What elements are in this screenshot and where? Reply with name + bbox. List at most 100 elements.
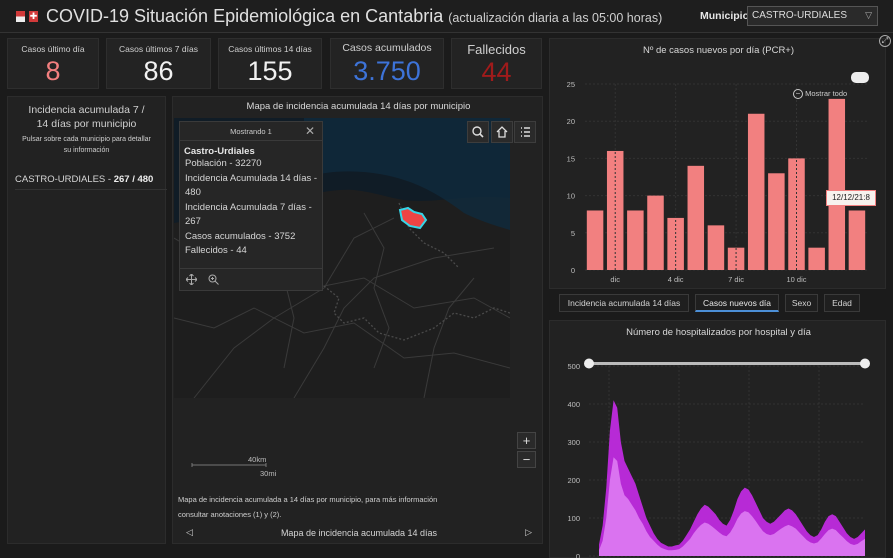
kpi-label: Casos últimos 14 días [228, 44, 312, 54]
chevron-down-icon: ▽ [865, 10, 872, 20]
cases-bar[interactable] [667, 217, 684, 270]
cases-bar[interactable] [828, 98, 846, 270]
cases-bar[interactable] [687, 165, 705, 270]
zoom-out-icon: − [793, 89, 803, 99]
cases-bar[interactable] [627, 210, 644, 270]
expand-icon[interactable]: ⤢ [879, 35, 891, 47]
kpi-label: Casos último día [21, 44, 85, 54]
cases-bar[interactable] [747, 113, 765, 270]
municipio-select[interactable]: CASTRO-URDIALES ▽ [747, 6, 878, 26]
tab-2[interactable]: Sexo [785, 294, 818, 312]
cases-bar[interactable] [606, 150, 624, 270]
kpi-value: 86 [143, 56, 174, 86]
kpi-value: 8 [45, 56, 61, 86]
show-all-label: Mostrar todo [805, 89, 848, 98]
show-all-button[interactable]: − Mostrar todo [793, 89, 847, 99]
kpi-value: 3.750 [353, 56, 421, 86]
incidence-list-title: Incidencia acumulada 7 / 14 días por mun… [28, 104, 145, 130]
list-item-value: 267 / 480 [113, 174, 154, 185]
zoom-in-button[interactable]: + [517, 432, 536, 449]
chevron-right-icon[interactable]: ▷ [525, 527, 532, 537]
y-tick-label: 10 [567, 192, 575, 201]
x-tick-label: 10 dic [786, 275, 806, 284]
municipio-label: Municipio [700, 10, 749, 22]
incidence-list-panel: Incidencia acumulada 7 / 14 días por mun… [7, 96, 167, 544]
cases-bar[interactable] [788, 158, 805, 270]
cases-bar[interactable] [808, 247, 825, 270]
cases-bar[interactable] [707, 225, 725, 270]
tab-1[interactable]: Casos nuevos día [695, 294, 779, 312]
map-popup: Mostrando 1 ✕ Castro-Urdiales Población -… [179, 121, 323, 291]
kpi-value: 44 [481, 57, 512, 87]
range-handle-right[interactable] [860, 358, 870, 369]
health-cross-icon: ✚ [29, 11, 38, 22]
popup-line: Fallecidos - 44 [185, 245, 247, 256]
kpi-label: Casos acumulados [342, 42, 432, 54]
search-icon [472, 126, 484, 138]
list-item-castro-urdiales[interactable]: CASTRO-URDIALES - 267 / 480 [15, 174, 167, 190]
map-nav-label: Mapa de incidencia acumulada 14 días [280, 528, 438, 538]
x-tick-label: 4 dic [668, 275, 684, 284]
cases-bar[interactable] [768, 173, 785, 270]
hosp-chart: 0 100 200 300 400 500 [567, 358, 870, 558]
hosp-chart-title: Número de hospitalizados por hospital y … [626, 327, 811, 338]
tab-3[interactable]: Edad [824, 294, 860, 312]
map-nav: ◁ Mapa de incidencia acumulada 14 días ▷ [186, 527, 532, 539]
x-tick-label: dic [610, 275, 620, 284]
scale-bar: 40km 30mi [191, 455, 277, 478]
y-tick-label: 0 [571, 266, 575, 275]
chevron-left-icon[interactable]: ◁ [186, 527, 193, 537]
y-tick-label: 5 [571, 229, 575, 238]
hosp-area-series [599, 457, 865, 556]
list-item-name: CASTRO-URDIALES - [15, 174, 114, 185]
home-icon [496, 126, 508, 138]
y-tick-label: 300 [567, 438, 580, 447]
y-tick-label: 500 [567, 362, 580, 371]
cases-chart-title: Nº de casos nuevos por día (PCR+) [642, 45, 795, 56]
cantabria-flag-icon [16, 11, 25, 22]
pan-icon[interactable] [186, 274, 197, 285]
map-title: Mapa de incidencia acumulada 14 días por… [246, 101, 471, 112]
cases-tooltip: 12/12/21:8 [826, 190, 876, 206]
y-tick-label: 20 [567, 117, 575, 126]
popup-count: Mostrando 1 [230, 127, 272, 136]
kpi-card: Casos últimos 7 días 86 [106, 38, 211, 89]
map-search-button[interactable] [467, 121, 489, 143]
kpi-card: Casos acumulados 3.750 [330, 38, 444, 89]
kpi-card: Casos último día 8 [7, 38, 99, 89]
castro-urdiales-region[interactable] [398, 206, 428, 230]
y-tick-label: 200 [567, 476, 580, 485]
municipio-value: CASTRO-URDIALES [752, 10, 848, 21]
kpi-card: Casos últimos 14 días 155 [218, 38, 322, 89]
map-footnote: Mapa de incidencia acumulada a 14 días p… [178, 495, 438, 519]
popup-line: Casos acumulados - 3752 [185, 230, 296, 242]
header-bar: ✚ COVID-19 Situación Epidemiológica en C… [0, 0, 893, 33]
incidence-list-hint: Pulsar sobre cada municipio para detalla… [22, 136, 151, 154]
kpi-label: Casos últimos 7 días [119, 44, 198, 54]
x-tick-label: 7 dic [728, 275, 744, 284]
map-legend-button[interactable] [514, 121, 536, 143]
kpi-value: 155 [247, 56, 293, 86]
tab-0[interactable]: Incidencia acumulada 14 días [559, 294, 689, 312]
y-tick-label: 15 [567, 154, 575, 163]
y-tick-label: 400 [567, 400, 580, 409]
kpi-label: Fallecidos [467, 42, 526, 57]
popup-line: Incidencia Acumulada 7 días - 267 [185, 201, 312, 228]
zoom-to-icon[interactable] [208, 274, 219, 285]
scale-mi: 30mi [260, 469, 277, 478]
cases-chart: 0 5 10 15 20 25 dic 4 dic 7 dic 10 dic [567, 72, 869, 284]
cases-bar[interactable] [727, 247, 745, 270]
close-icon[interactable]: ✕ [304, 124, 315, 138]
cases-bar[interactable] [647, 195, 664, 270]
range-handle-left[interactable] [584, 358, 594, 369]
cases-bar[interactable] [848, 210, 866, 270]
range-handle[interactable] [851, 72, 869, 83]
range-slider-track[interactable] [589, 362, 865, 365]
popup-title: Castro-Urdiales [184, 146, 255, 157]
zoom-out-button[interactable]: − [517, 451, 536, 468]
cases-bar[interactable] [586, 210, 604, 270]
scale-km: 40km [248, 455, 266, 464]
page-title: COVID-19 Situación Epidemiológica en Can… [46, 6, 663, 26]
y-tick-label: 100 [567, 514, 580, 523]
map-home-button[interactable] [491, 121, 513, 143]
